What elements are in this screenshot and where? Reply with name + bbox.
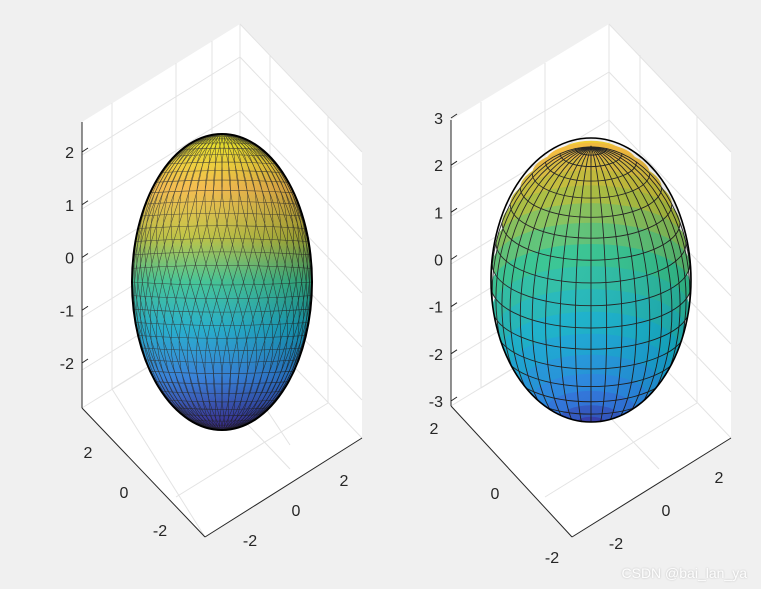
y-tick-label: 0: [491, 486, 500, 503]
y-tick-label: -2: [153, 523, 167, 540]
axes-left: 2 1 0 -1 -2 2 0 -2 -2 0 2: [60, 23, 363, 550]
x-tick-label: 0: [662, 503, 671, 520]
axes-left-ticks: 2 1 0 -1 -2 2 0 -2 -2 0 2: [60, 145, 349, 550]
z-tick-mark: [450, 207, 458, 213]
z-tick-mark: [81, 358, 89, 364]
z-tick-label: -3: [429, 394, 443, 411]
watermark: CSDN @bai_lan_ya: [621, 565, 748, 581]
z-tick-label: -2: [429, 347, 443, 364]
axes-left-axis-lines: [81, 122, 363, 538]
z-tick-mark: [81, 200, 89, 206]
z-tick-label: 3: [434, 111, 443, 128]
z-tick-mark: [81, 253, 89, 258]
z-tick-label: -1: [429, 300, 443, 317]
z-tick-mark: [450, 396, 458, 402]
x-tick-label: 2: [715, 470, 724, 487]
x-tick-label: 0: [292, 503, 301, 520]
z-tick-label: 1: [434, 205, 443, 222]
y-tick-label: 0: [120, 485, 129, 502]
y-tick-label: 2: [430, 421, 439, 438]
z-tick-label: 0: [65, 251, 74, 268]
z-tick-mark: [81, 305, 89, 311]
z-tick-mark: [81, 147, 89, 153]
z-tick-mark: [450, 113, 458, 119]
y-tick-label: 2: [84, 445, 93, 462]
x-tick-label: 2: [340, 473, 349, 490]
axes-right-ticks: 3 2 1 0 -1 -2 -3 2 0 -2 -2 0 2: [429, 111, 724, 567]
z-tick-label: 2: [434, 158, 443, 175]
axes-right-axis-lines: [450, 120, 732, 538]
z-tick-label: 2: [65, 145, 74, 162]
z-tick-mark: [450, 302, 458, 308]
x-tick-label: -2: [243, 533, 257, 550]
z-tick-label: -1: [60, 303, 74, 320]
z-tick-label: 1: [65, 198, 74, 215]
surface-left: [131, 133, 313, 431]
z-tick-mark: [450, 349, 458, 355]
y-tick-label: -2: [545, 550, 559, 567]
z-tick-label: 0: [434, 253, 443, 270]
x-tick-label: -2: [609, 536, 623, 553]
surface-right: [490, 137, 692, 423]
z-tick-mark: [450, 255, 458, 260]
axes-right: 3 2 1 0 -1 -2 -3 2 0 -2 -2 0 2: [429, 23, 732, 567]
z-tick-mark: [450, 160, 458, 166]
z-tick-label: -2: [60, 356, 74, 373]
